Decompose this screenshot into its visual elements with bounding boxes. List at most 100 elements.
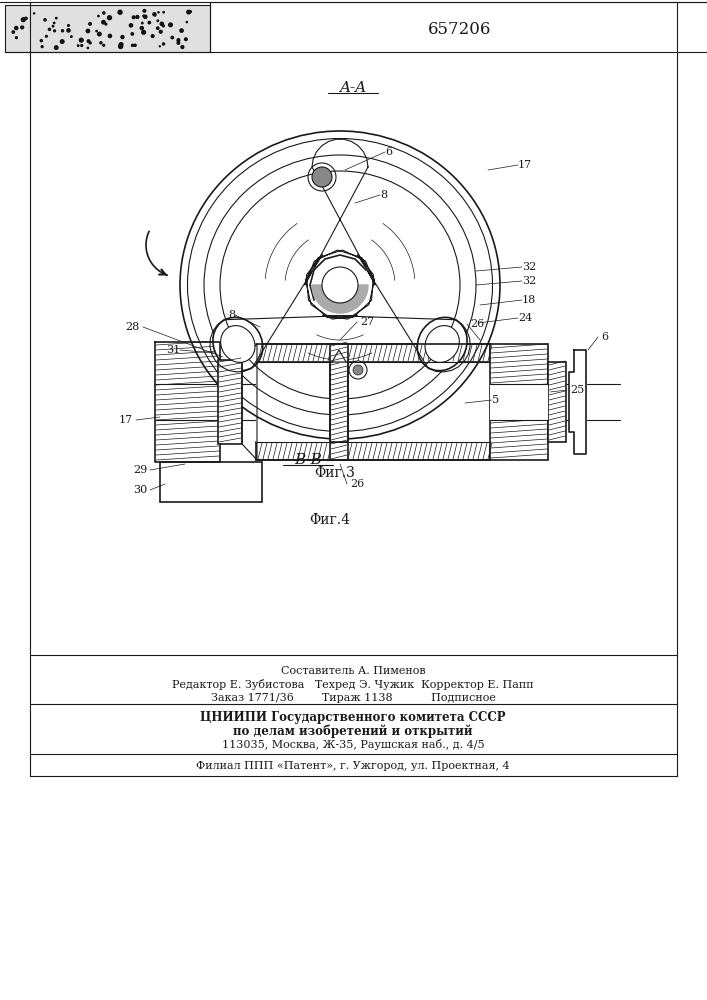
Circle shape (96, 30, 98, 32)
Circle shape (54, 30, 55, 32)
Bar (330, 362, 348, 442)
Circle shape (21, 26, 23, 29)
Circle shape (177, 39, 180, 41)
Text: 17: 17 (518, 160, 532, 170)
Bar (5, 5, 210, 52)
Circle shape (159, 46, 160, 47)
Circle shape (62, 30, 64, 32)
Text: 27: 27 (360, 317, 374, 327)
Circle shape (48, 28, 50, 30)
Text: 8: 8 (228, 310, 235, 320)
Circle shape (181, 46, 184, 48)
Text: Составитель А. Пименов: Составитель А. Пименов (281, 666, 426, 676)
Text: ЦНИИПИ Государственного комитета СССР: ЦНИИПИ Государственного комитета СССР (200, 712, 506, 724)
Circle shape (44, 19, 46, 21)
Circle shape (98, 15, 99, 17)
Circle shape (185, 38, 187, 41)
Ellipse shape (221, 326, 255, 362)
Circle shape (67, 29, 70, 32)
Bar (548, 362, 566, 442)
Circle shape (103, 12, 105, 14)
Polygon shape (155, 342, 220, 462)
Circle shape (87, 47, 88, 49)
Circle shape (41, 46, 43, 48)
Circle shape (60, 40, 64, 43)
Polygon shape (310, 255, 366, 300)
Bar (256, 362, 490, 442)
Text: 5: 5 (492, 395, 499, 405)
Text: 29: 29 (133, 465, 147, 475)
Bar (490, 384, 548, 420)
Bar (218, 360, 242, 444)
Polygon shape (332, 350, 346, 362)
Bar (256, 442, 490, 460)
Text: по делам изобретений и открытий: по делам изобретений и открытий (233, 724, 473, 738)
Circle shape (140, 27, 144, 30)
Circle shape (100, 42, 102, 44)
Circle shape (132, 16, 135, 19)
Circle shape (98, 32, 101, 36)
Ellipse shape (213, 317, 263, 371)
Text: 31: 31 (165, 345, 180, 355)
Text: Φиг.4: Φиг.4 (310, 513, 351, 527)
Text: 26: 26 (350, 479, 364, 489)
Text: 25: 25 (570, 385, 584, 395)
Circle shape (159, 30, 162, 33)
Text: 657206: 657206 (428, 21, 491, 38)
Text: 6: 6 (385, 147, 392, 157)
Bar (490, 344, 548, 460)
Text: 6: 6 (601, 332, 608, 342)
Circle shape (132, 44, 134, 46)
Text: Φиг.3: Φиг.3 (315, 466, 356, 480)
Circle shape (136, 16, 139, 18)
Text: 17: 17 (119, 415, 133, 425)
Circle shape (118, 10, 122, 14)
Circle shape (187, 10, 190, 14)
Circle shape (131, 33, 134, 35)
Circle shape (157, 20, 158, 21)
Polygon shape (312, 285, 368, 313)
Circle shape (163, 12, 164, 13)
Circle shape (21, 18, 25, 22)
Circle shape (143, 15, 144, 17)
Bar (330, 344, 348, 460)
Circle shape (189, 11, 192, 13)
Circle shape (163, 43, 165, 45)
Circle shape (353, 365, 363, 375)
Circle shape (107, 16, 112, 20)
Polygon shape (242, 344, 257, 460)
Circle shape (177, 42, 180, 44)
Circle shape (12, 31, 15, 33)
Circle shape (143, 10, 146, 12)
Text: 113035, Москва, Ж-35, Раушская наб., д. 4/5: 113035, Москва, Ж-35, Раушская наб., д. … (222, 740, 484, 750)
Circle shape (87, 40, 90, 42)
Circle shape (169, 23, 173, 27)
Circle shape (25, 17, 27, 20)
Circle shape (102, 20, 105, 24)
Circle shape (78, 45, 79, 46)
Circle shape (142, 30, 146, 34)
Circle shape (79, 38, 83, 42)
Circle shape (86, 29, 90, 33)
Ellipse shape (425, 326, 460, 362)
Circle shape (108, 34, 112, 38)
Circle shape (56, 17, 57, 19)
Text: A-A: A-A (339, 81, 366, 95)
Text: 26: 26 (470, 319, 484, 329)
Circle shape (129, 24, 133, 27)
Circle shape (163, 25, 164, 27)
Circle shape (349, 361, 367, 379)
Text: Заказ 1771/36        Тираж 1138           Подписное: Заказ 1771/36 Тираж 1138 Подписное (211, 693, 496, 703)
Text: 8: 8 (380, 190, 387, 200)
Circle shape (148, 21, 151, 24)
Bar (160, 462, 262, 502)
Circle shape (54, 22, 55, 24)
Circle shape (71, 36, 72, 37)
Circle shape (33, 13, 35, 14)
Circle shape (16, 37, 17, 39)
Circle shape (322, 267, 358, 303)
Text: Редактор Е. Зубистова   Техред Э. Чужик  Корректор Е. Папп: Редактор Е. Зубистова Техред Э. Чужик Ко… (173, 678, 534, 690)
Circle shape (156, 27, 159, 29)
Circle shape (312, 167, 332, 187)
Circle shape (89, 23, 91, 25)
